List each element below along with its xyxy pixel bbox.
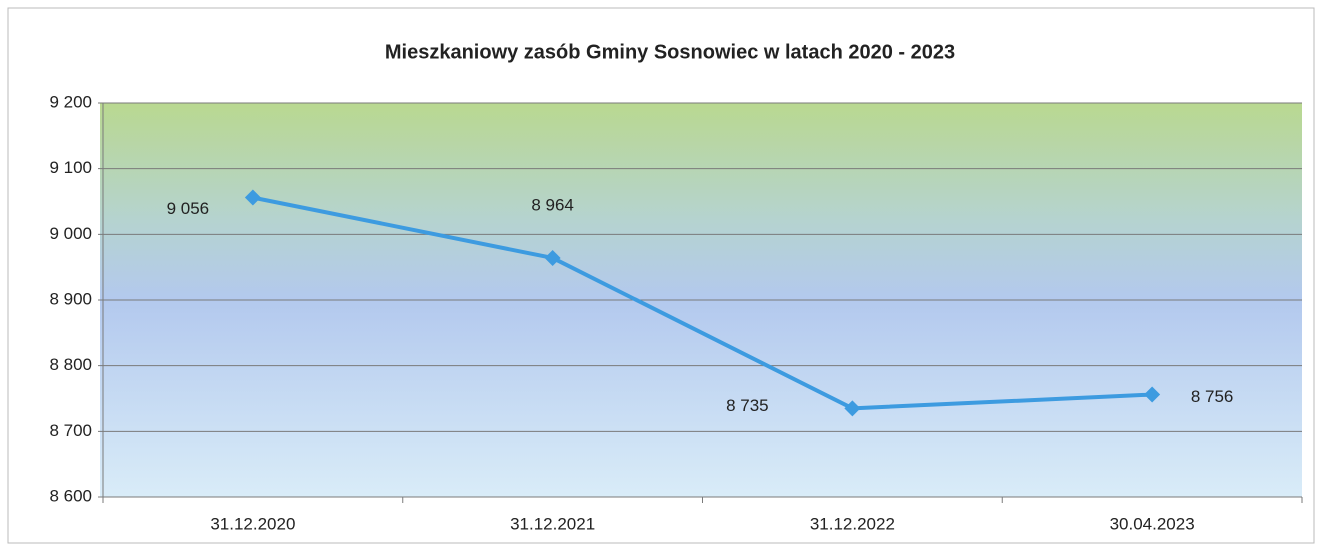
x-tick-label: 31.12.2020: [210, 514, 295, 533]
x-tick-label: 30.04.2023: [1110, 514, 1195, 533]
series-line: [252, 195, 1153, 411]
y-tick-label: 9 000: [49, 224, 92, 243]
data-point: [1144, 386, 1161, 403]
data-point: [544, 249, 561, 266]
x-tick-label: 31.12.2021: [510, 514, 595, 533]
y-tick-label: 9 200: [49, 92, 92, 111]
data-label: 8 964: [531, 195, 574, 214]
data-point: [844, 400, 861, 417]
data-label: 8 735: [726, 396, 769, 415]
data-point: [244, 189, 261, 206]
y-tick-label: 8 900: [49, 289, 92, 308]
y-tick-label: 8 800: [49, 355, 92, 374]
y-tick-label: 8 700: [49, 421, 92, 440]
data-label: 9 056: [167, 199, 210, 218]
y-tick-label: 8 600: [49, 486, 92, 505]
data-label: 8 756: [1191, 387, 1234, 406]
y-tick-label: 9 100: [49, 158, 92, 177]
chart-title: Mieszkaniowy zasób Gminy Sosnowiec w lat…: [385, 41, 955, 63]
x-tick-label: 31.12.2022: [810, 514, 895, 533]
